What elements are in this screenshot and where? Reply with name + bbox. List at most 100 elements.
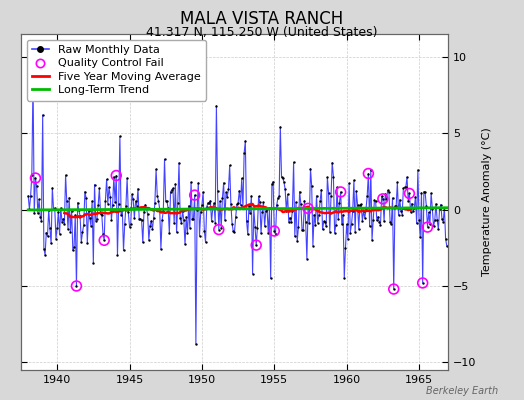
Point bbox=[327, 193, 335, 199]
Point bbox=[68, 208, 76, 214]
Point bbox=[283, 191, 292, 198]
Point bbox=[380, 218, 388, 224]
Y-axis label: Temperature Anomaly (°C): Temperature Anomaly (°C) bbox=[482, 128, 492, 276]
Point bbox=[320, 218, 328, 225]
Point bbox=[264, 230, 272, 236]
Point bbox=[410, 205, 419, 211]
Point bbox=[421, 189, 429, 195]
Point bbox=[236, 202, 245, 208]
Point bbox=[397, 208, 405, 214]
Point bbox=[251, 224, 259, 230]
Point bbox=[401, 184, 410, 190]
Point bbox=[239, 204, 247, 210]
Point bbox=[287, 218, 296, 225]
Point bbox=[372, 198, 380, 205]
Point bbox=[243, 217, 251, 224]
Point bbox=[249, 205, 258, 211]
Point bbox=[246, 210, 254, 216]
Point bbox=[428, 205, 436, 212]
Point bbox=[404, 198, 412, 204]
Point bbox=[432, 201, 440, 207]
Point bbox=[417, 190, 425, 196]
Point bbox=[441, 236, 450, 242]
Point bbox=[66, 229, 74, 235]
Point bbox=[379, 196, 387, 202]
Point bbox=[275, 193, 283, 199]
Point bbox=[30, 210, 38, 217]
Point bbox=[42, 229, 50, 236]
Point bbox=[132, 198, 140, 204]
Point bbox=[348, 208, 357, 214]
Point bbox=[361, 215, 369, 221]
Point bbox=[49, 206, 58, 212]
Point bbox=[241, 138, 249, 144]
Point bbox=[62, 198, 71, 204]
Point bbox=[443, 243, 451, 249]
Point bbox=[84, 208, 93, 214]
Point bbox=[151, 200, 159, 206]
Point bbox=[204, 200, 212, 206]
Point bbox=[36, 214, 45, 220]
Point bbox=[403, 174, 411, 180]
Point bbox=[331, 230, 339, 236]
Point bbox=[407, 209, 415, 215]
Point bbox=[223, 194, 232, 200]
Point bbox=[94, 202, 102, 208]
Point bbox=[277, 174, 286, 180]
Point bbox=[123, 175, 132, 182]
Point bbox=[72, 283, 81, 289]
Point bbox=[255, 193, 263, 200]
Point bbox=[147, 218, 156, 224]
Point bbox=[439, 218, 447, 225]
Point bbox=[256, 199, 264, 205]
Point bbox=[130, 215, 138, 221]
Point bbox=[111, 199, 119, 205]
Point bbox=[69, 247, 77, 254]
Point bbox=[152, 166, 160, 172]
Point bbox=[93, 216, 101, 222]
Point bbox=[153, 193, 161, 199]
Point bbox=[244, 231, 252, 238]
Point bbox=[355, 226, 363, 232]
Point bbox=[161, 198, 170, 204]
Point bbox=[405, 190, 413, 197]
Point bbox=[191, 192, 199, 198]
Point bbox=[114, 201, 123, 207]
Point bbox=[252, 242, 260, 248]
Point bbox=[343, 221, 351, 228]
Point bbox=[370, 197, 379, 203]
Point bbox=[422, 202, 431, 209]
Point bbox=[359, 208, 368, 214]
Point bbox=[429, 223, 438, 230]
Point bbox=[193, 207, 201, 214]
Point bbox=[319, 226, 327, 232]
Point bbox=[61, 172, 70, 178]
Point bbox=[285, 218, 293, 225]
Point bbox=[356, 202, 364, 208]
Point bbox=[157, 246, 165, 252]
Point bbox=[222, 189, 230, 196]
Point bbox=[160, 156, 169, 162]
Point bbox=[57, 205, 65, 211]
Point bbox=[279, 175, 287, 181]
Point bbox=[34, 210, 42, 216]
Point bbox=[364, 170, 373, 177]
Point bbox=[124, 209, 133, 216]
Point bbox=[263, 206, 271, 212]
Point bbox=[336, 189, 345, 195]
Point bbox=[332, 222, 340, 228]
Point bbox=[164, 205, 172, 212]
Point bbox=[176, 215, 184, 222]
Point bbox=[329, 173, 337, 180]
Point bbox=[137, 217, 146, 223]
Point bbox=[117, 212, 125, 218]
Point bbox=[310, 212, 318, 218]
Point bbox=[181, 241, 189, 248]
Point bbox=[215, 226, 223, 233]
Point bbox=[408, 200, 416, 207]
Point bbox=[119, 247, 128, 254]
Point bbox=[316, 198, 324, 204]
Point bbox=[104, 200, 112, 207]
Point bbox=[125, 224, 134, 230]
Point bbox=[259, 199, 268, 206]
